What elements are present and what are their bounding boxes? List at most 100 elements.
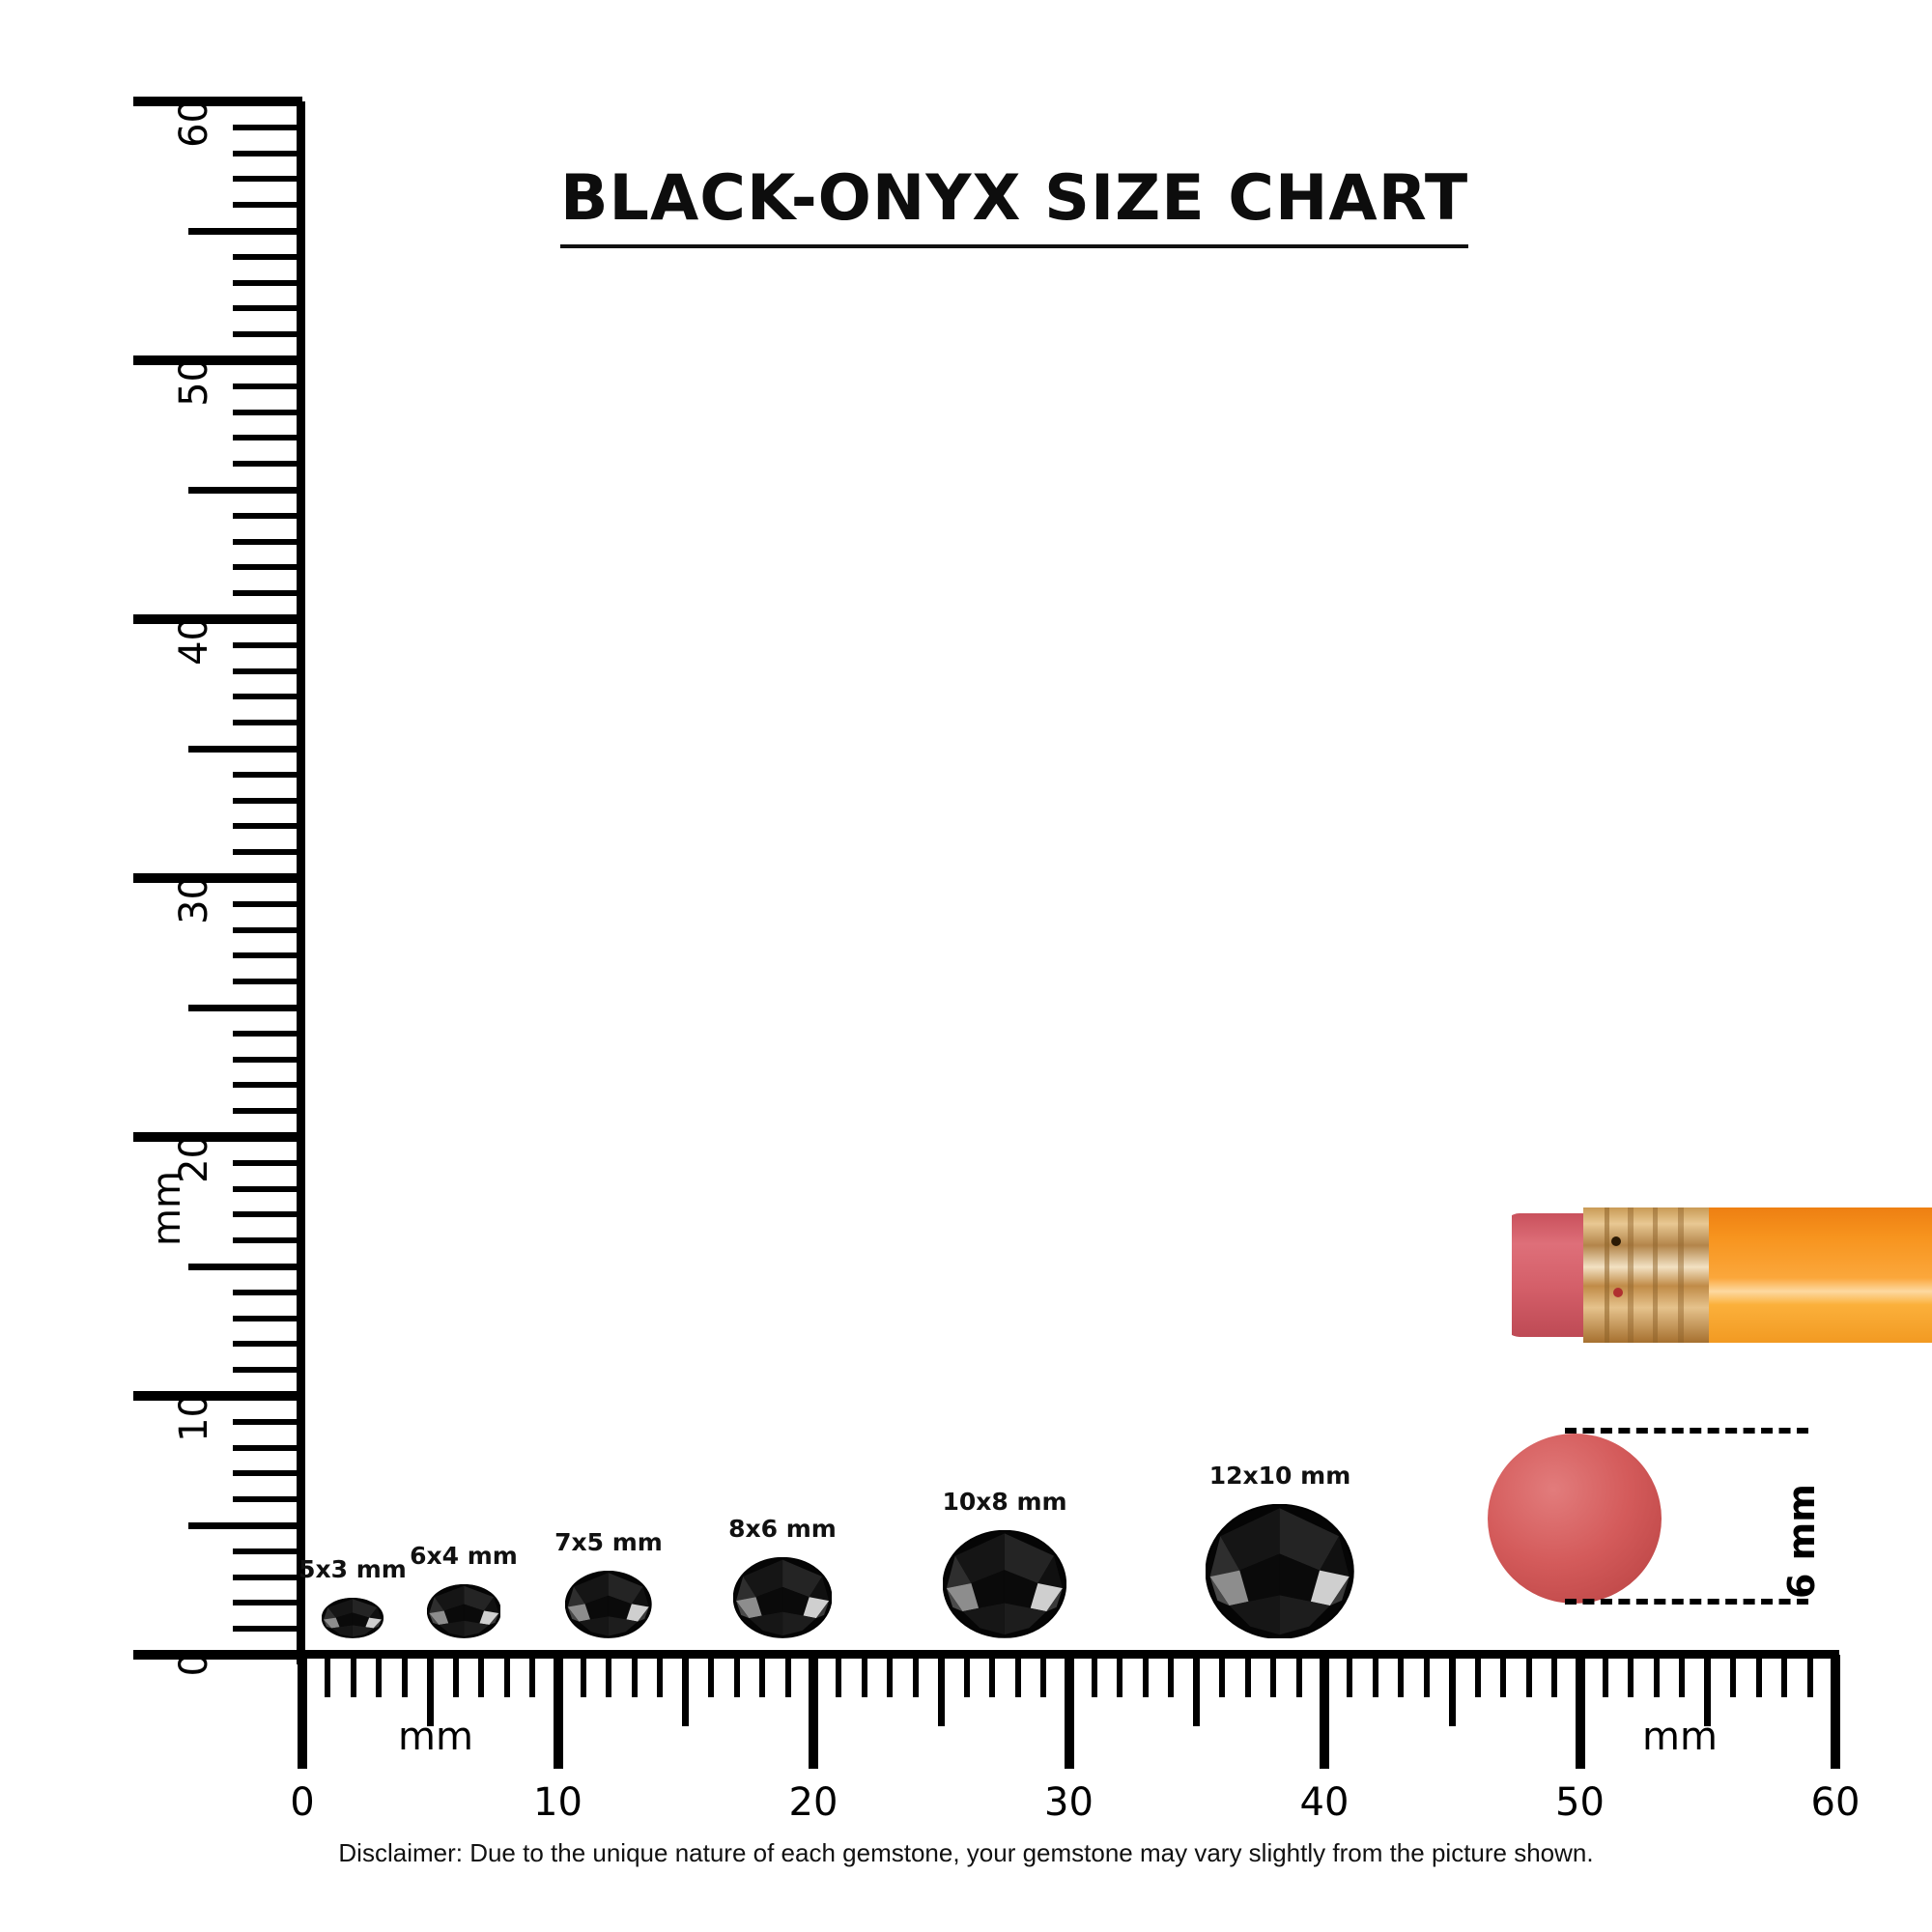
gemstone-oval — [943, 1530, 1066, 1638]
vertical-ruler-minor-tick — [233, 1626, 302, 1633]
horizontal-ruler-minor-tick — [1602, 1655, 1608, 1697]
vertical-ruler-major-tick — [133, 873, 302, 883]
disclaimer-text: Disclaimer: Due to the unique nature of … — [338, 1838, 1594, 1867]
gemstone-size-label: 8x6 mm — [728, 1515, 837, 1544]
horizontal-ruler-minor-tick — [836, 1655, 842, 1697]
horizontal-ruler-minor-tick — [503, 1655, 510, 1697]
vertical-ruler-minor-tick — [233, 1341, 302, 1348]
gemstone-oval — [426, 1584, 501, 1638]
vertical-ruler-major-tick — [133, 614, 302, 624]
horizontal-ruler-minor-tick — [1168, 1655, 1175, 1697]
page-title: BLACK-ONYX SIZE CHART — [560, 162, 1469, 248]
vertical-ruler-mid-tick — [188, 745, 302, 753]
vertical-ruler-minor-tick — [233, 202, 302, 209]
gemstone-size-label: 6x4 mm — [410, 1542, 518, 1571]
horizontal-ruler-tick-label: 50 — [1555, 1780, 1605, 1825]
vertical-ruler-minor-tick — [233, 305, 302, 312]
vertical-ruler-minor-tick — [233, 1056, 302, 1063]
horizontal-ruler-major-tick — [1064, 1655, 1074, 1769]
horizontal-ruler-minor-tick — [1423, 1655, 1430, 1697]
vertical-ruler-minor-tick — [233, 720, 302, 726]
horizontal-ruler-minor-tick — [989, 1655, 996, 1697]
horizontal-ruler-major-tick — [298, 1655, 307, 1769]
horizontal-ruler-minor-tick — [1091, 1655, 1097, 1697]
vertical-ruler-minor-tick — [233, 1548, 302, 1554]
horizontal-ruler-tick-label: 20 — [788, 1780, 838, 1825]
vertical-ruler-minor-tick — [233, 1289, 302, 1295]
vertical-ruler-minor-tick — [233, 1315, 302, 1321]
vertical-ruler-minor-tick — [233, 1237, 302, 1244]
gemstone-size-label: 5x3 mm — [298, 1555, 407, 1584]
vertical-ruler-minor-tick — [233, 694, 302, 700]
eraser-dimension-label: 6 mm — [1780, 1484, 1823, 1599]
horizontal-ruler-minor-tick — [350, 1655, 356, 1697]
horizontal-ruler-minor-tick — [1551, 1655, 1558, 1697]
horizontal-ruler-tick-label: 10 — [533, 1780, 582, 1825]
horizontal-ruler-minor-tick — [1295, 1655, 1302, 1697]
vertical-ruler-minor-tick — [233, 1185, 302, 1192]
pencil-barrel — [1709, 1208, 1932, 1343]
horizontal-ruler-tick-label: 40 — [1299, 1780, 1350, 1825]
horizontal-ruler-minor-tick — [657, 1655, 664, 1697]
horizontal-ruler-minor-tick — [1755, 1655, 1762, 1697]
horizontal-ruler-minor-tick — [861, 1655, 867, 1697]
horizontal-ruler-mid-tick — [1448, 1655, 1456, 1726]
vertical-ruler-tick-label: 30 — [172, 875, 216, 924]
horizontal-ruler-minor-tick — [1244, 1655, 1251, 1697]
horizontal-ruler-minor-tick — [1525, 1655, 1532, 1697]
vertical-ruler-minor-tick — [233, 926, 302, 933]
vertical-ruler-minor-tick — [233, 564, 302, 571]
horizontal-ruler-minor-tick — [1219, 1655, 1226, 1697]
vertical-ruler-minor-tick — [233, 900, 302, 907]
vertical-ruler-minor-tick — [233, 435, 302, 441]
vertical-ruler-minor-tick — [233, 1159, 302, 1166]
vertical-ruler-minor-tick — [233, 1470, 302, 1477]
vertical-ruler-minor-tick — [233, 668, 302, 674]
vertical-ruler-major-tick — [133, 97, 302, 106]
pencil-ferrule — [1583, 1208, 1709, 1343]
horizontal-ruler-minor-tick — [1730, 1655, 1737, 1697]
horizontal-ruler-minor-tick — [1653, 1655, 1660, 1697]
eraser-dimension-top-line — [1565, 1428, 1808, 1434]
vertical-ruler-minor-tick — [233, 512, 302, 519]
gemstone-oval — [732, 1557, 833, 1638]
vertical-ruler-major-tick — [133, 1391, 302, 1401]
horizontal-ruler-major-tick — [1575, 1655, 1585, 1769]
horizontal-ruler-minor-tick — [1040, 1655, 1047, 1697]
eraser-dimension-bottom-line — [1565, 1599, 1808, 1605]
horizontal-ruler-mid-tick — [1193, 1655, 1201, 1726]
vertical-ruler-mid-tick — [188, 227, 302, 235]
horizontal-ruler-tick-label: 30 — [1044, 1780, 1094, 1825]
vertical-ruler-minor-tick — [233, 1574, 302, 1580]
horizontal-ruler-major-tick — [1320, 1655, 1329, 1769]
vertical-ruler-minor-tick — [233, 1030, 302, 1037]
horizontal-ruler-minor-tick — [1628, 1655, 1634, 1697]
horizontal-ruler-major-tick — [1831, 1655, 1840, 1769]
horizontal-ruler-major-tick — [553, 1655, 563, 1769]
vertical-ruler-major-tick — [133, 355, 302, 365]
vertical-ruler-minor-tick — [233, 1108, 302, 1115]
vertical-ruler-minor-tick — [233, 641, 302, 648]
vertical-ruler-minor-tick — [233, 590, 302, 597]
vertical-ruler-minor-tick — [233, 331, 302, 338]
horizontal-ruler-minor-tick — [912, 1655, 919, 1697]
vertical-ruler-mid-tick — [188, 1004, 302, 1011]
horizontal-ruler-minor-tick — [1117, 1655, 1123, 1697]
vertical-ruler-tick-label: 10 — [172, 1393, 216, 1442]
gemstone-size-label: 7x5 mm — [554, 1528, 663, 1557]
horizontal-ruler-minor-tick — [452, 1655, 459, 1697]
vertical-ruler-minor-tick — [233, 176, 302, 183]
horizontal-ruler-minor-tick — [887, 1655, 894, 1697]
eraser-dot-shape — [1488, 1434, 1662, 1604]
eraser-dot-reference-object — [1488, 1434, 1662, 1604]
horizontal-ruler-minor-tick — [1142, 1655, 1149, 1697]
horizontal-ruler-minor-tick — [1372, 1655, 1378, 1697]
horizontal-ruler-minor-tick — [1806, 1655, 1813, 1697]
vertical-ruler-minor-tick — [233, 538, 302, 545]
horizontal-ruler-minor-tick — [1474, 1655, 1481, 1697]
horizontal-ruler-spine — [297, 1650, 1839, 1659]
horizontal-ruler-major-tick — [809, 1655, 818, 1769]
horizontal-ruler-mid-tick — [937, 1655, 945, 1726]
vertical-ruler-minor-tick — [233, 1600, 302, 1606]
